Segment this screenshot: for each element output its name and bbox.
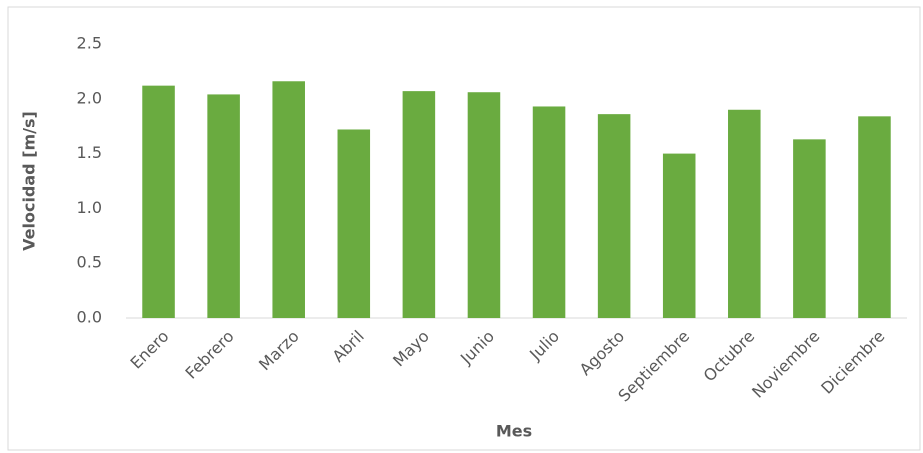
bar [532,106,566,318]
y-tick-label: 0.5 [77,253,102,272]
bar [858,116,891,318]
bar [597,114,631,318]
bar [402,91,436,319]
bar [662,153,696,318]
bar [467,92,501,318]
bar [793,139,826,318]
bar [142,85,175,318]
y-tick-label: 2.5 [77,34,102,53]
bar [728,109,761,318]
y-tick-label: 1.0 [77,198,102,217]
bar [272,81,305,318]
x-axis-title: Mes [496,422,532,441]
y-tick-label: 0.0 [77,308,102,327]
bar [337,129,371,318]
y-tick-label: 2.0 [77,88,102,107]
y-axis-title: Velocidad [m/s] [20,111,39,251]
y-tick-label: 1.5 [77,143,102,162]
bar [207,94,240,318]
